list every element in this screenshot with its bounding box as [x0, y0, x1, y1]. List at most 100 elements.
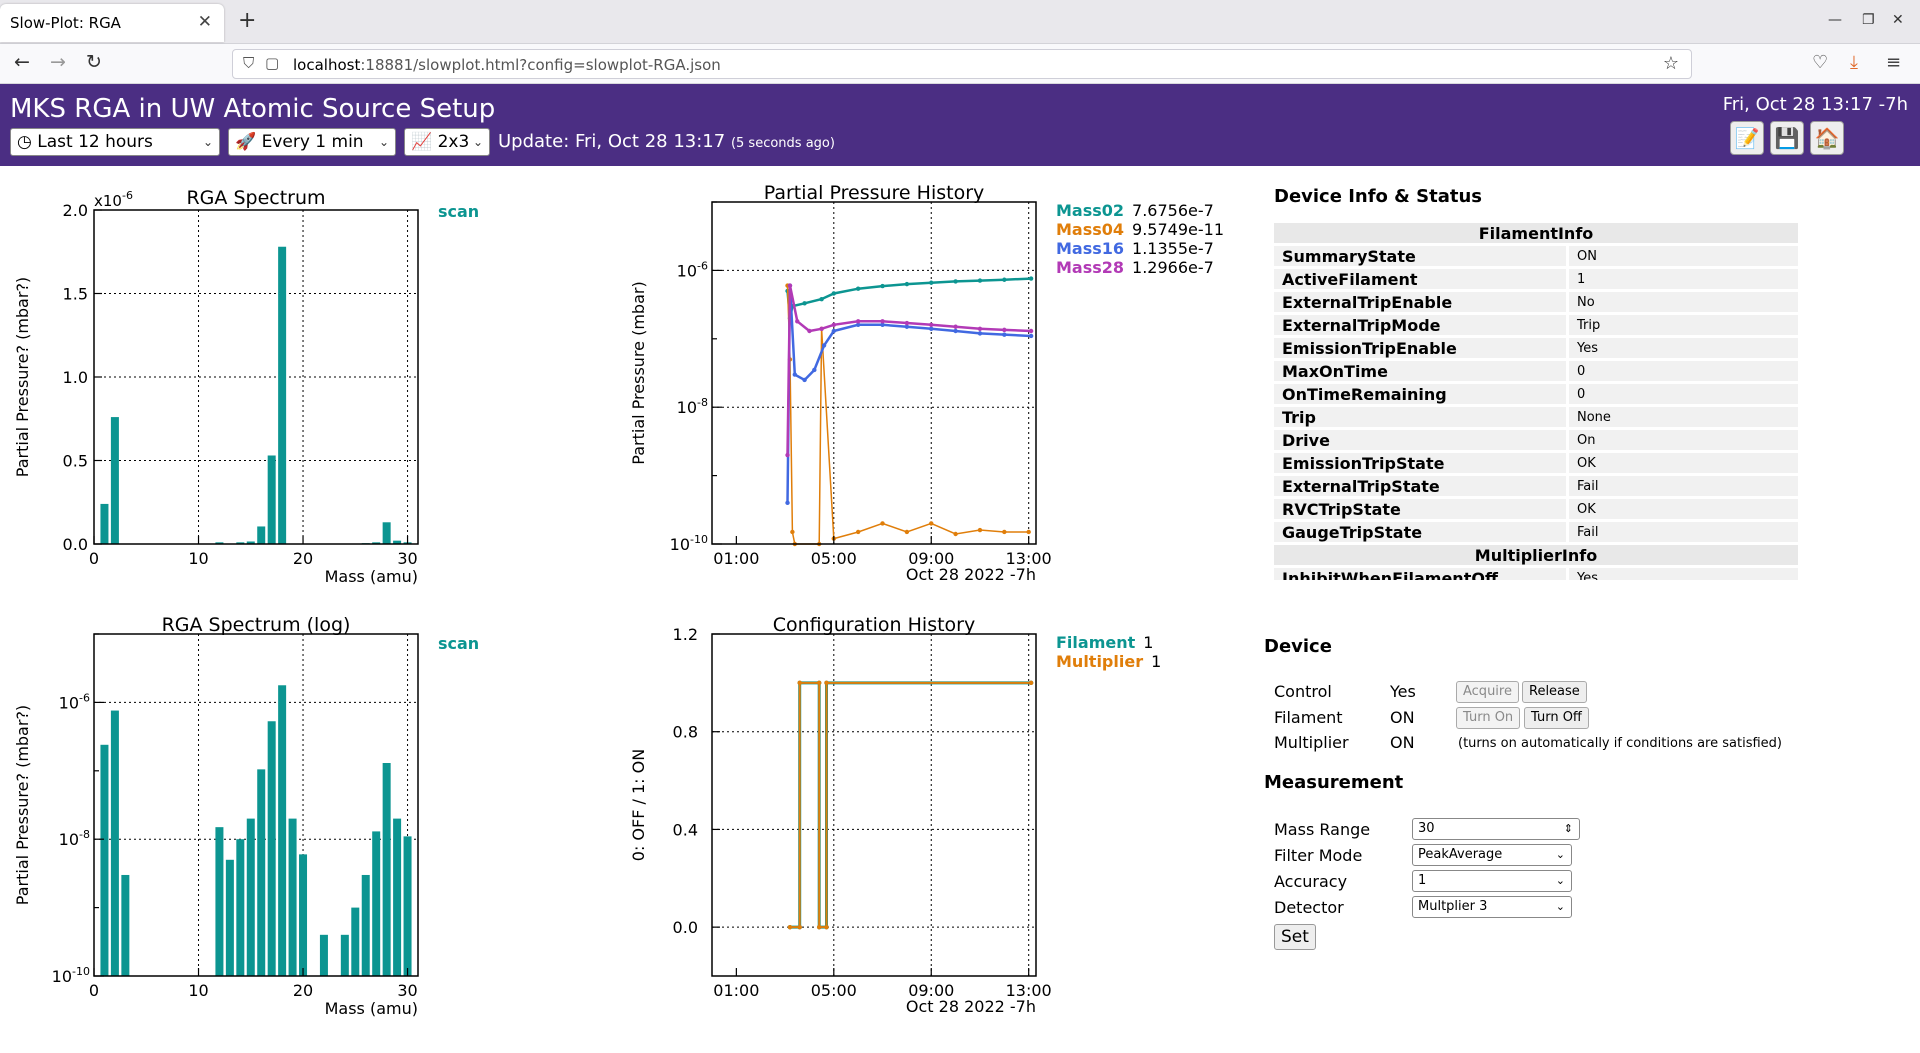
y-tick-label: 1.0: [63, 368, 88, 387]
spectrum-log-bar: [288, 818, 297, 976]
info-row: EmissionTripState OK: [1274, 453, 1798, 473]
chevron-down-icon: ⌄: [472, 135, 483, 149]
acquire-button[interactable]: Acquire: [1456, 681, 1519, 703]
pocket-icon[interactable]: ♡: [1812, 52, 1829, 73]
data-point-mass28: [787, 283, 793, 288]
legend-entry: Mass28 1.2966e-7: [1056, 258, 1224, 277]
spectrum-log-bar: [351, 907, 360, 976]
data-point-mass16: [812, 367, 817, 373]
data-point-multiplier: [816, 680, 822, 686]
data-point-mass02: [929, 280, 934, 285]
rga-spectrum-log-chart[interactable]: 10-6 10-8 10-100 10 20 30 RGA Spectrum (log) Ma…: [0, 598, 620, 1018]
data-point-mass16: [904, 324, 910, 329]
time-range-select[interactable]: ◷ Last 12 hours ⌄: [10, 128, 220, 156]
data-point-mass16: [929, 326, 934, 332]
data-point-multiplier: [787, 924, 793, 930]
reload-icon[interactable]: ↻: [86, 51, 102, 73]
info-row: ExternalTripMode Trip: [1274, 315, 1798, 335]
config-history-chart[interactable]: 0.0 0.4 0.8 1.2 01:00 05:00 09:00 13:00 Configur…: [620, 598, 1260, 1018]
bookmark-star-icon[interactable]: ☆: [1662, 53, 1679, 74]
pressure-history-chart[interactable]: 10-6 10-8 10-10 01:00 05:00 09:00 13:00 Partial…: [620, 166, 1260, 586]
info-key: ExternalTripState: [1274, 476, 1566, 496]
control-label: Control: [1274, 682, 1332, 701]
data-point-mass02: [819, 296, 824, 302]
spectrum-log-bar: [267, 721, 276, 976]
release-button[interactable]: Release: [1522, 681, 1587, 703]
data-point-mass28: [785, 452, 790, 458]
mass-range-input[interactable]: 30 ⇕: [1412, 818, 1580, 840]
measurement-title: Measurement: [1264, 772, 1404, 793]
rga-spectrum-chart[interactable]: 0.0 0.5 1.0 1.5 2.0 0 10 20 30 RGA Spectrum x10-6 M…: [0, 166, 620, 586]
edit-icon[interactable]: 📝: [1730, 121, 1764, 155]
filter-mode-select[interactable]: PeakAverage ⌄: [1412, 844, 1572, 866]
mass-range-label: Mass Range: [1274, 820, 1371, 839]
detector-select[interactable]: Multplier 3 ⌄: [1412, 896, 1572, 918]
x-tick-label: 05:00: [811, 981, 857, 1000]
spectrum-log-bar: [100, 744, 109, 976]
device-info-table[interactable]: FilamentInfo SummaryState ON ActiveFilament…: [1274, 220, 1798, 580]
y-tick-label: 10-6: [59, 691, 90, 712]
chevron-down-icon: ⌄: [1555, 900, 1565, 913]
accuracy-select[interactable]: 1 ⌄: [1412, 870, 1572, 892]
tab-close-icon[interactable]: ✕: [197, 12, 212, 32]
x-tick-label: 0: [89, 981, 99, 1000]
x-tick-label: 01:00: [713, 549, 759, 568]
window-close-icon[interactable]: ✕: [1892, 12, 1904, 28]
chart-title: Partial Pressure History: [764, 182, 985, 204]
turn-on-button[interactable]: Turn On: [1456, 707, 1521, 729]
legend-name: Filament: [1056, 633, 1136, 652]
data-point-multiplier: [824, 680, 829, 686]
refresh-interval-select[interactable]: 🚀 Every 1 min ⌄: [228, 128, 396, 156]
browser-tab[interactable]: Slow-Plot: RGA ✕: [0, 4, 224, 42]
download-icon[interactable]: ⤓: [1850, 52, 1858, 73]
set-button[interactable]: Set: [1274, 924, 1316, 950]
info-value: 0: [1566, 384, 1798, 404]
layout-select[interactable]: 📈 2x3 ⌄: [404, 128, 490, 156]
stepper-icon[interactable]: ⇕: [1563, 822, 1573, 835]
x-tick-label: 09:00: [908, 981, 954, 1000]
data-point-mass28: [1002, 327, 1007, 333]
home-icon[interactable]: 🏠: [1810, 121, 1844, 155]
page-icon: ▢: [265, 54, 280, 72]
save-icon[interactable]: 💾: [1770, 121, 1804, 155]
legend-entry: Mass02 7.6756e-7: [1056, 201, 1224, 220]
url-bar[interactable]: ⛉ ▢ localhost:18881/slowplot.html?config…: [232, 49, 1692, 79]
turn-off-button[interactable]: Turn Off: [1524, 707, 1589, 729]
new-tab-icon[interactable]: +: [238, 8, 257, 33]
y-tick-label: 0.4: [673, 820, 698, 839]
x-tick-label: 0: [89, 549, 99, 568]
y-axis-label: 0: OFF / 1: ON: [629, 749, 648, 861]
info-value: Fail: [1566, 522, 1798, 542]
data-point-mass16: [1002, 332, 1007, 337]
back-icon[interactable]: ←: [14, 51, 30, 73]
plot-frame: [93, 633, 419, 977]
info-row: ExternalTripState Fail: [1274, 476, 1798, 496]
x-tick-label: 10: [188, 549, 208, 568]
spectrum-bar: [100, 503, 109, 544]
spectrum-bar: [215, 542, 224, 544]
data-point-mass16: [792, 372, 798, 377]
data-point-mass16: [880, 322, 885, 328]
x-tick-label: 20: [293, 549, 313, 568]
rocket-icon: 🚀: [235, 132, 257, 152]
rga-spectrum-plot: 0.0 0.5 1.0 1.5 2.0 0 10 20 30 RGA Spectrum x10-6 M…: [0, 166, 620, 586]
menu-icon[interactable]: ≡: [1886, 52, 1902, 73]
legend-name: Mass16: [1056, 239, 1125, 258]
info-row: GaugeTripState Fail: [1274, 522, 1798, 542]
info-key: InhibitWhenFilamentOff: [1274, 568, 1566, 580]
info-value: OK: [1566, 499, 1798, 519]
legend-value: 1.2966e-7: [1132, 258, 1214, 277]
spectrum-log-bar: [225, 859, 234, 976]
forward-icon[interactable]: →: [50, 51, 66, 73]
series-line-mass02: [786, 277, 1032, 319]
chart-title: Configuration History: [773, 614, 976, 636]
url-text: localhost:18881/slowplot.html?config=slo…: [293, 56, 721, 74]
data-point-multiplier: [797, 924, 802, 930]
spectrum-log-bar: [246, 818, 255, 976]
restore-icon[interactable]: ❐: [1862, 12, 1875, 28]
data-point-mass28: [880, 319, 885, 324]
data-point-mass28: [953, 324, 958, 329]
history-legend: Mass02 7.6756e-7 Mass04 9.5749e-11 Mass16 1.1…: [1056, 201, 1224, 277]
data-point-multiplier: [1028, 680, 1034, 686]
minimize-icon[interactable]: —: [1828, 12, 1842, 28]
